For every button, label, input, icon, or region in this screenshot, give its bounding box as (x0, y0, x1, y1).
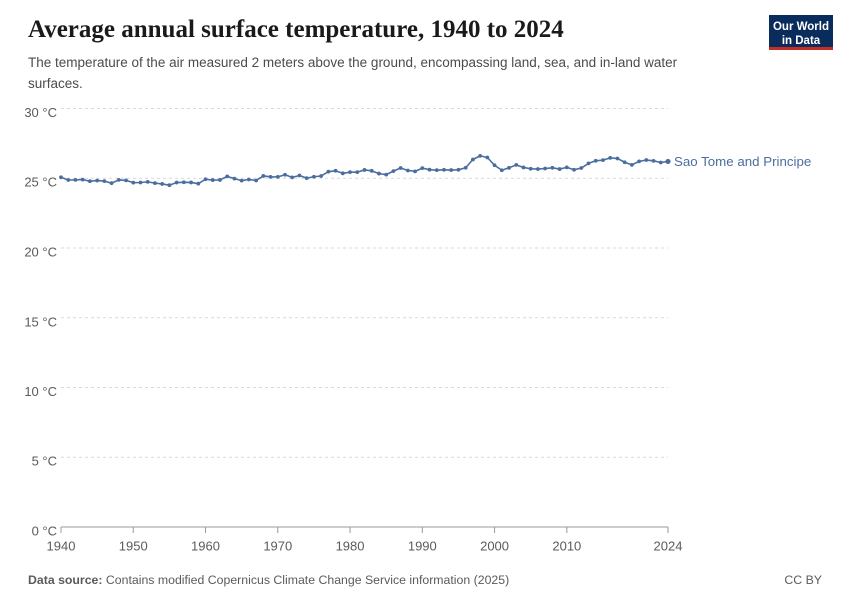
svg-text:30 °C: 30 °C (24, 105, 57, 120)
svg-text:2024: 2024 (654, 539, 683, 554)
svg-text:10 °C: 10 °C (24, 384, 57, 399)
svg-text:2000: 2000 (480, 539, 509, 554)
svg-text:1980: 1980 (336, 539, 365, 554)
svg-text:2010: 2010 (552, 539, 581, 554)
svg-text:15 °C: 15 °C (24, 315, 57, 330)
svg-text:25 °C: 25 °C (24, 175, 57, 190)
svg-text:1990: 1990 (408, 539, 437, 554)
svg-text:1970: 1970 (263, 539, 292, 554)
svg-text:20 °C: 20 °C (24, 245, 57, 260)
svg-text:0 °C: 0 °C (32, 524, 57, 539)
svg-text:5 °C: 5 °C (32, 454, 57, 469)
svg-text:Sao Tome and Principe: Sao Tome and Principe (674, 154, 811, 169)
svg-text:1940: 1940 (47, 539, 76, 554)
svg-text:1960: 1960 (191, 539, 220, 554)
svg-text:1950: 1950 (119, 539, 148, 554)
